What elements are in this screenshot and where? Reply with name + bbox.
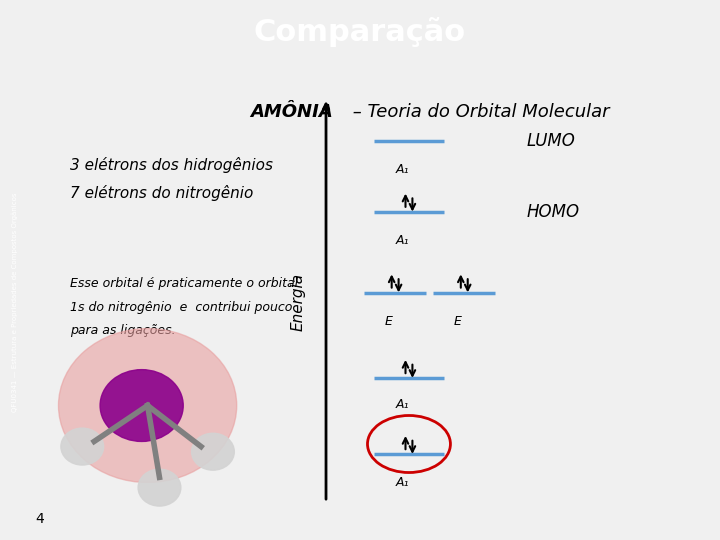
Text: 4: 4	[36, 512, 45, 526]
Text: E: E	[454, 315, 462, 328]
Text: E: E	[384, 315, 392, 328]
Text: 7 elétrons do nitrogênio: 7 elétrons do nitrogênio	[71, 185, 253, 201]
Text: A₁: A₁	[395, 476, 409, 489]
Text: – Teoria do Orbital Molecular: – Teoria do Orbital Molecular	[347, 103, 609, 122]
Circle shape	[58, 328, 237, 483]
Text: AMÔNIA: AMÔNIA	[250, 103, 333, 122]
Text: 1s do nitrogênio  e  contribui pouco: 1s do nitrogênio e contribui pouco	[71, 301, 292, 314]
Text: Energia: Energia	[291, 273, 306, 332]
Circle shape	[138, 469, 181, 506]
Text: LUMO: LUMO	[526, 132, 575, 150]
Circle shape	[61, 428, 104, 465]
Text: Comparação: Comparação	[254, 17, 466, 48]
Circle shape	[100, 369, 183, 442]
Text: QFU0341 — Estrutura e Propriedades de Compostos Orgânicos: QFU0341 — Estrutura e Propriedades de Co…	[11, 193, 18, 412]
Text: A₁: A₁	[395, 234, 409, 247]
Text: A₁: A₁	[395, 398, 409, 411]
Text: Esse orbital é praticamente o orbital: Esse orbital é praticamente o orbital	[71, 277, 298, 290]
Text: A₁: A₁	[395, 163, 409, 176]
Text: para as ligações.: para as ligações.	[71, 325, 176, 338]
Text: HOMO: HOMO	[526, 203, 580, 221]
Circle shape	[192, 433, 234, 470]
Text: 3 elétrons dos hidrogênios: 3 elétrons dos hidrogênios	[71, 157, 274, 173]
